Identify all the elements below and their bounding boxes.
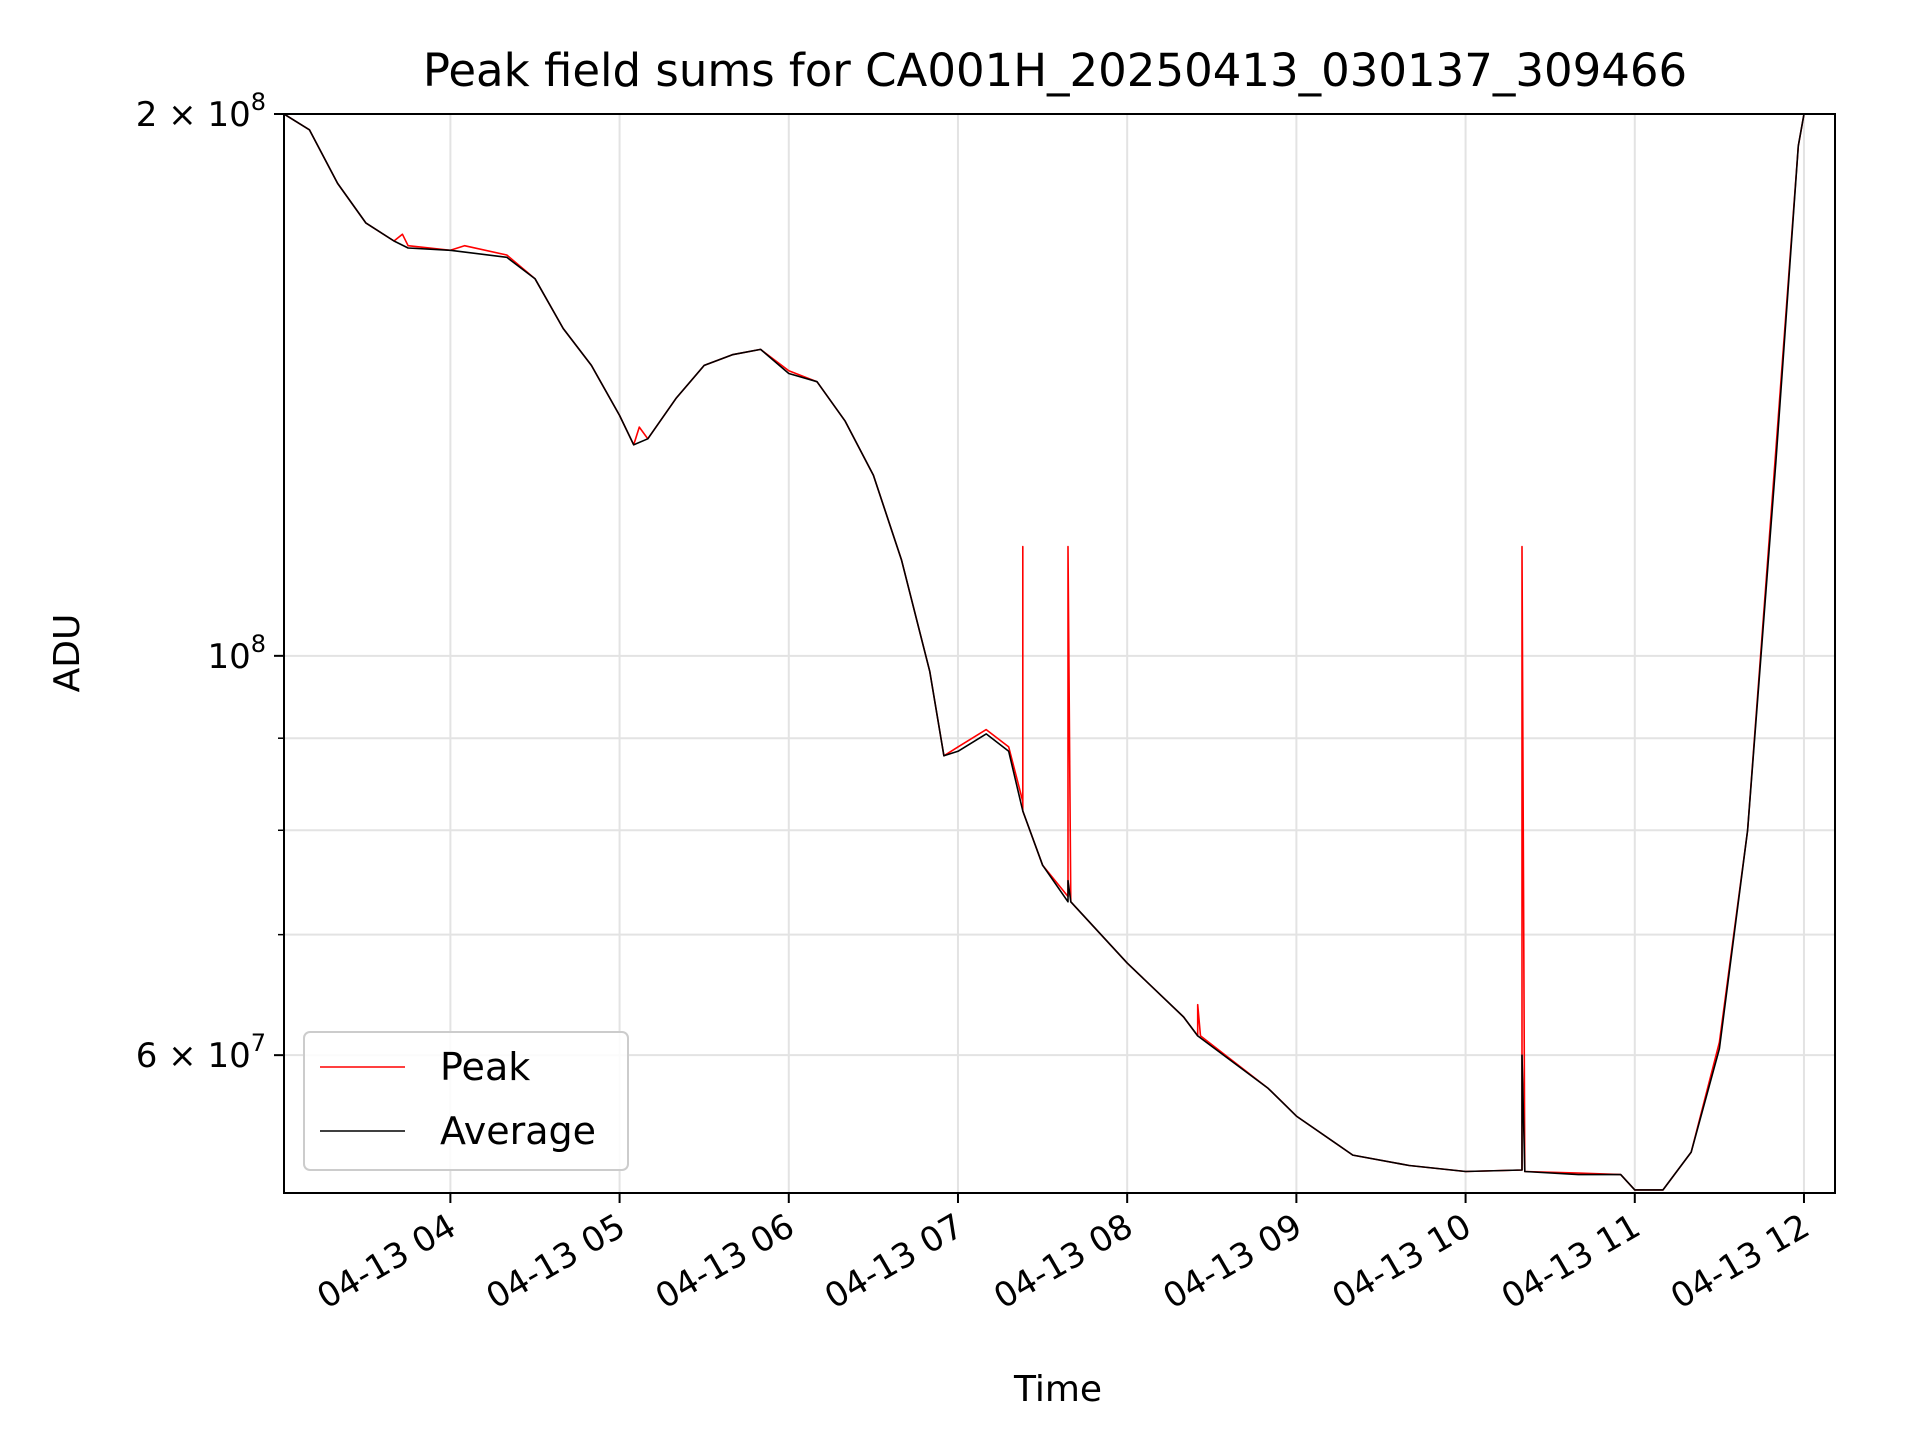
legend-label-average: Average (440, 1109, 596, 1153)
x-axis-label: Time (1013, 1369, 1102, 1410)
y-tick-label-exponent: 8 (251, 88, 266, 116)
series-line-average (284, 114, 1805, 1191)
y-tick-label-base: 10 (207, 637, 250, 677)
y-axis-label: ADU (47, 614, 88, 693)
legend-label-peak: Peak (440, 1045, 530, 1089)
y-tick-label-base: 6 × 10 (136, 1036, 251, 1076)
y-tick-label: 6 × 107 (136, 1029, 266, 1076)
y-tick-label-exponent: 8 (251, 630, 266, 658)
chart-title: Peak field sums for CA001H_20250413_0301… (423, 44, 1687, 97)
y-tick-label: 108 (207, 630, 266, 677)
y-tick-label: 2 × 108 (136, 88, 266, 135)
plot-frame (283, 113, 1836, 1194)
y-tick-label-base: 2 × 10 (136, 95, 251, 135)
y-tick-label-exponent: 7 (251, 1029, 266, 1057)
series-layer (284, 114, 1805, 1191)
legend: Peak Average (303, 1031, 629, 1171)
